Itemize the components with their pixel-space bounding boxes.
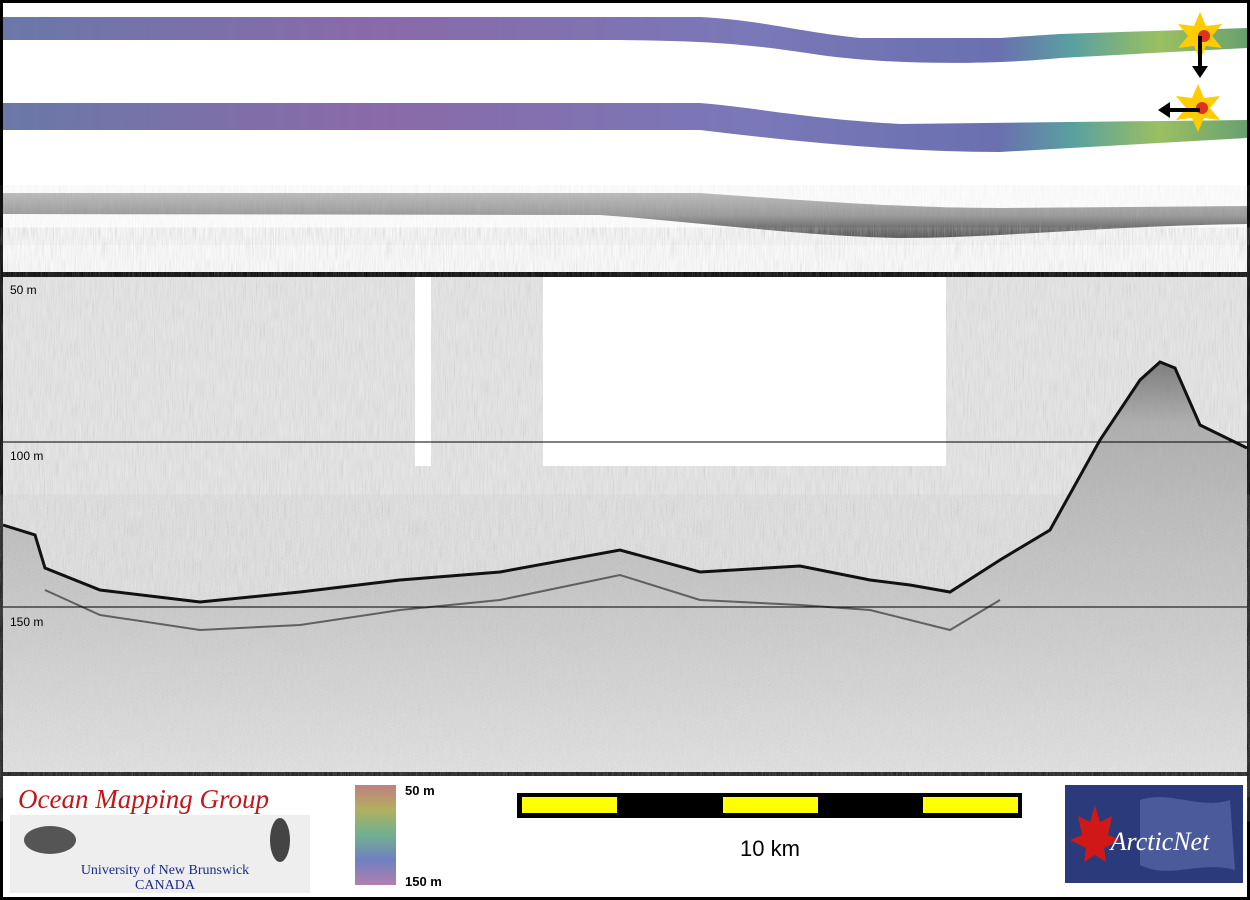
swath-2 [3, 103, 1247, 152]
scale-label: 10 km [740, 836, 800, 861]
logo-line: CANADA [135, 878, 196, 893]
sediment-noise [3, 520, 1247, 772]
colorbar-label: 150 m [405, 874, 442, 889]
data-gap [543, 277, 946, 466]
subbottom-reflector [44, 573, 1001, 632]
scale-bar [517, 793, 1022, 818]
depth-label: 100 m [10, 449, 43, 463]
seabed-line [2, 360, 1248, 604]
swath-1 [3, 17, 1247, 63]
colorbar [355, 785, 396, 885]
logo-arcticnet: ArcticNet [1065, 785, 1243, 883]
logo-title: ArcticNet [1109, 827, 1210, 856]
logo-title: Ocean Mapping Group [18, 784, 269, 814]
logo-omg: Ocean Mapping Group University of New Br… [10, 784, 310, 893]
colorbar-label: 50 m [405, 783, 435, 798]
sidescan-texture [3, 190, 1247, 240]
data-gap [415, 277, 431, 466]
depth-label: 50 m [10, 283, 37, 297]
depth-label: 150 m [10, 615, 43, 629]
logo-line: University of New Brunswick [81, 863, 249, 878]
track-markers [1158, 12, 1222, 132]
